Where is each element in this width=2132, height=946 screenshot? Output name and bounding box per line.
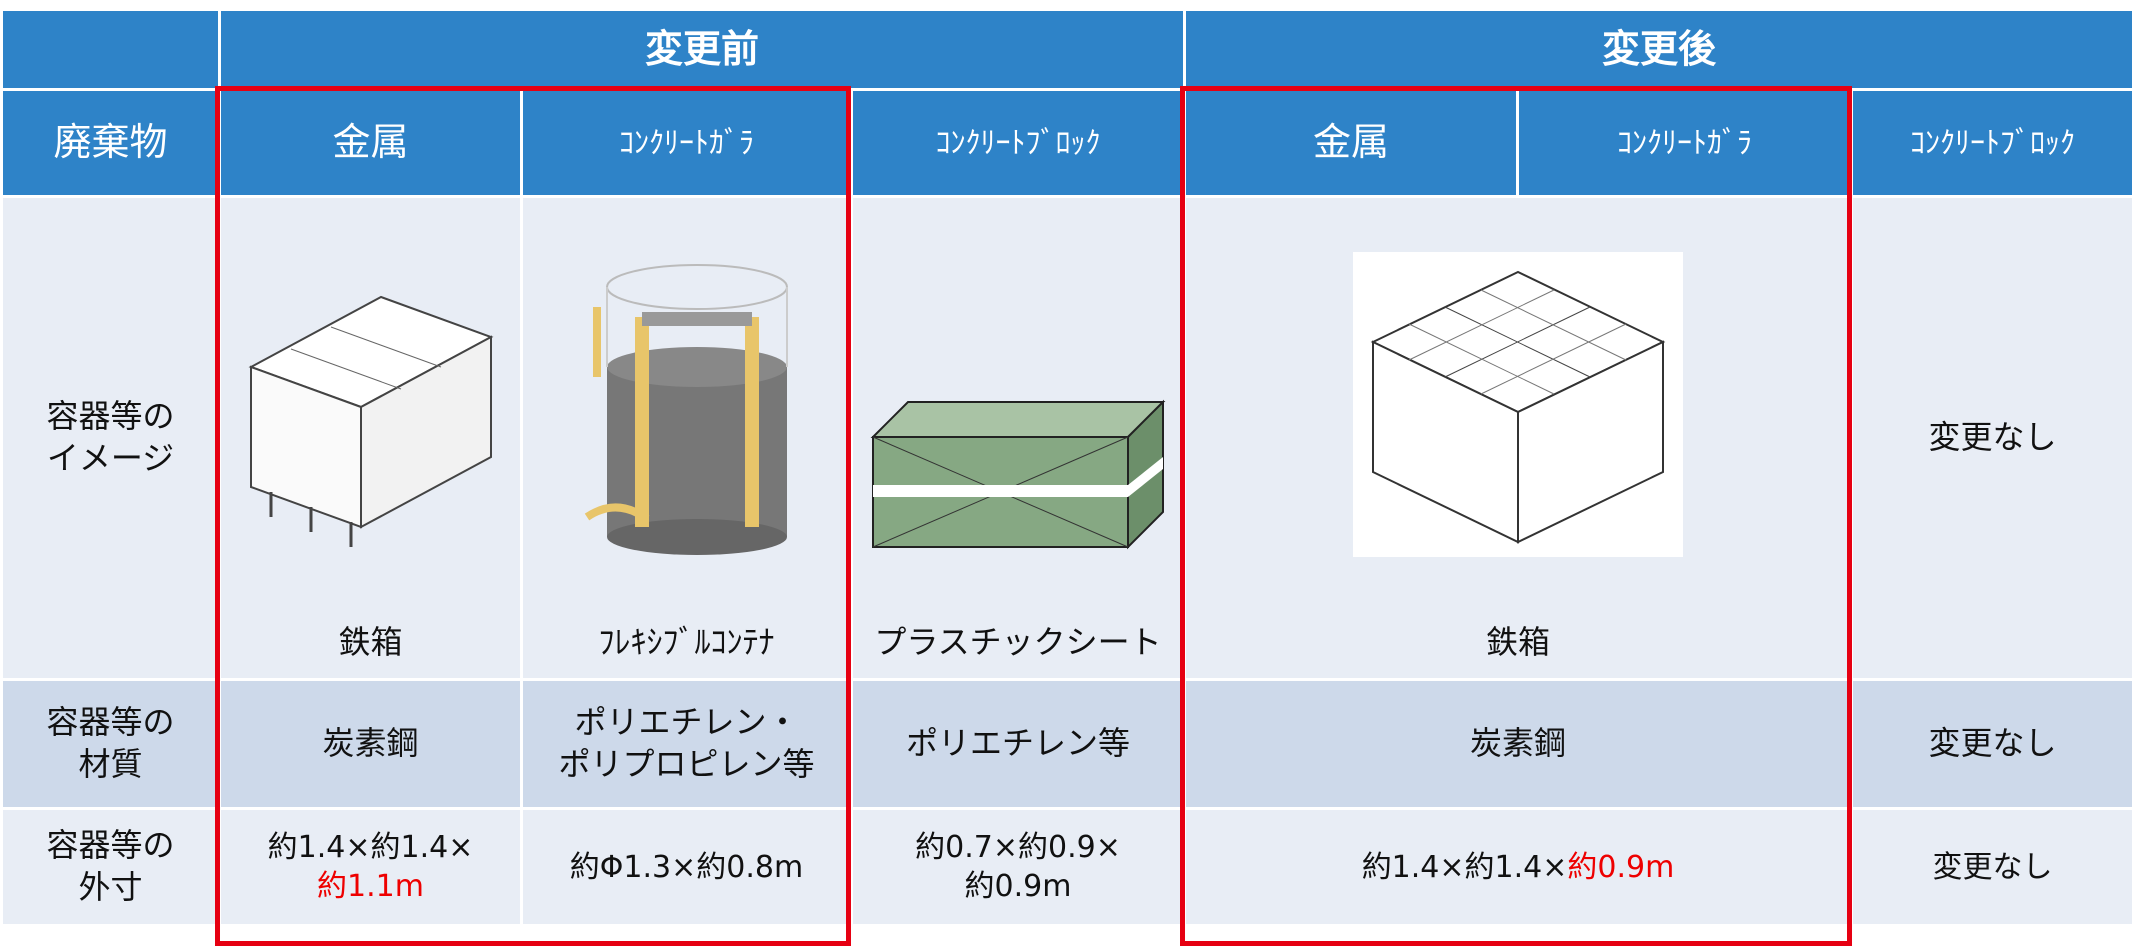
header-row: 廃棄物 金属 ｺﾝｸﾘｰﾄｶﾞﾗ ｺﾝｸﾘｰﾄﾌﾞﾛｯｸ 金属 ｺﾝｸﾘｰﾄｶﾞ… — [2, 90, 2132, 197]
column-header: 金属 — [1185, 90, 1518, 197]
caption: ﾌﾚｷｼﾌﾞﾙｺﾝﾃﾅ — [598, 623, 774, 661]
image-cell: ﾌﾚｷｼﾌﾞﾙｺﾝﾃﾅ — [522, 197, 852, 680]
caption: 鉄箱 — [338, 623, 402, 661]
cell-text: 約1.4×約1.4× — [1362, 850, 1568, 885]
image-row: 容器等の イメージ 鉄箱 ﾌﾚｷｼﾌﾞﾙｺﾝﾃﾅ — [2, 197, 2132, 680]
cell: 炭素鋼 — [1185, 680, 1852, 809]
row-label: 容器等の 材質 — [2, 680, 220, 809]
cell: 約0.7×約0.9× 約0.9m — [852, 809, 1185, 926]
cell: ポリエチレン・ ポリプロピレン等 — [522, 680, 852, 809]
row-header: 廃棄物 — [2, 90, 220, 197]
row-label: 容器等の イメージ — [2, 197, 220, 680]
cell: 約1.4×約1.4× 約1.1m — [220, 809, 522, 926]
plastic-sheet-image — [868, 397, 1168, 557]
column-header: 金属 — [220, 90, 522, 197]
material-row: 容器等の 材質 炭素鋼 ポリエチレン・ ポリプロピレン等 ポリエチレン等 炭素鋼… — [2, 680, 2132, 809]
column-header: ｺﾝｸﾘｰﾄｶﾞﾗ — [522, 90, 852, 197]
cell-text: 約1.4×約1.4× — [268, 830, 474, 865]
steel-box-image — [1353, 252, 1683, 557]
group-header: 変更前 — [220, 10, 1185, 90]
group-header: 変更後 — [1185, 10, 2132, 90]
cell: 炭素鋼 — [220, 680, 522, 809]
cell: 約Φ1.3×約0.8m — [522, 809, 852, 926]
row-label: 容器等の 外寸 — [2, 809, 220, 926]
cell: 変更なし — [1852, 197, 2132, 680]
column-header: ｺﾝｸﾘｰﾄﾌﾞﾛｯｸ — [852, 90, 1185, 197]
column-header: ｺﾝｸﾘｰﾄｶﾞﾗ — [1518, 90, 1852, 197]
cell: ポリエチレン等 — [852, 680, 1185, 809]
caption: 鉄箱 — [1486, 623, 1550, 661]
cell: 変更なし — [1852, 809, 2132, 926]
steel-box-image — [231, 257, 511, 557]
group-row: 変更前 変更後 — [2, 10, 2132, 90]
cell: 変更なし — [1852, 680, 2132, 809]
column-header: ｺﾝｸﾘｰﾄﾌﾞﾛｯｸ — [1852, 90, 2132, 197]
caption: プラスチックシート — [874, 623, 1161, 661]
flexible-container-image — [567, 257, 807, 557]
highlight-text: 約1.1m — [317, 869, 424, 904]
size-row: 容器等の 外寸 約1.4×約1.4× 約1.1m 約Φ1.3×約0.8m 約0.7… — [2, 809, 2132, 926]
image-cell: 鉄箱 — [220, 197, 522, 680]
comparison-table: 変更前 変更後 廃棄物 金属 ｺﾝｸﾘｰﾄｶﾞﾗ ｺﾝｸﾘｰﾄﾌﾞﾛｯｸ 金属 … — [0, 8, 2132, 927]
corner-cell — [2, 10, 220, 90]
image-cell: 鉄箱 — [1185, 197, 1852, 680]
highlight-text: 約0.9m — [1567, 850, 1674, 885]
cell: 約1.4×約1.4×約0.9m — [1185, 809, 1852, 926]
page: 変更前 変更後 廃棄物 金属 ｺﾝｸﾘｰﾄｶﾞﾗ ｺﾝｸﾘｰﾄﾌﾞﾛｯｸ 金属 … — [0, 0, 2132, 924]
image-cell: プラスチックシート — [852, 197, 1185, 680]
